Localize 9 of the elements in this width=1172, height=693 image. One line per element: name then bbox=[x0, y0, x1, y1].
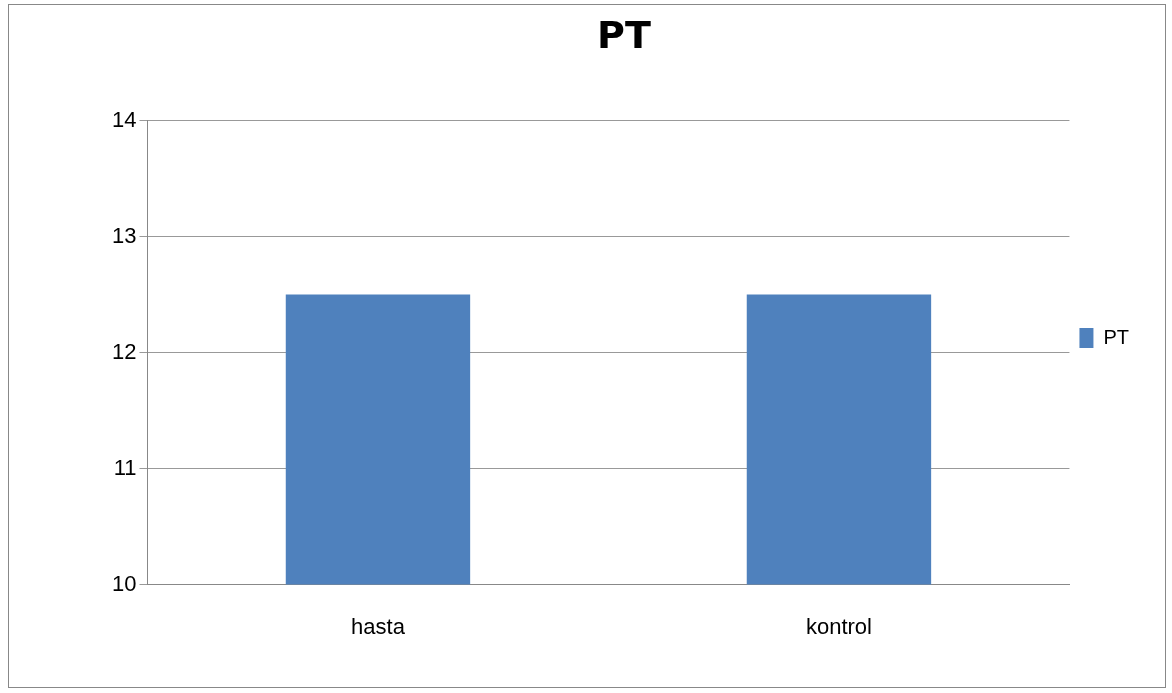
y-tick-label: 11 bbox=[113, 454, 137, 480]
x-tick-label: hasta bbox=[351, 613, 406, 639]
y-tick-label: 10 bbox=[111, 570, 137, 596]
chart-title: PT bbox=[597, 12, 651, 57]
legend-label: PT bbox=[1103, 325, 1130, 348]
y-tick-label: 12 bbox=[111, 338, 137, 364]
y-tick-label: 13 bbox=[111, 222, 137, 248]
x-tick-label: kontrol bbox=[805, 613, 872, 639]
y-tick-label: 14 bbox=[111, 106, 137, 132]
